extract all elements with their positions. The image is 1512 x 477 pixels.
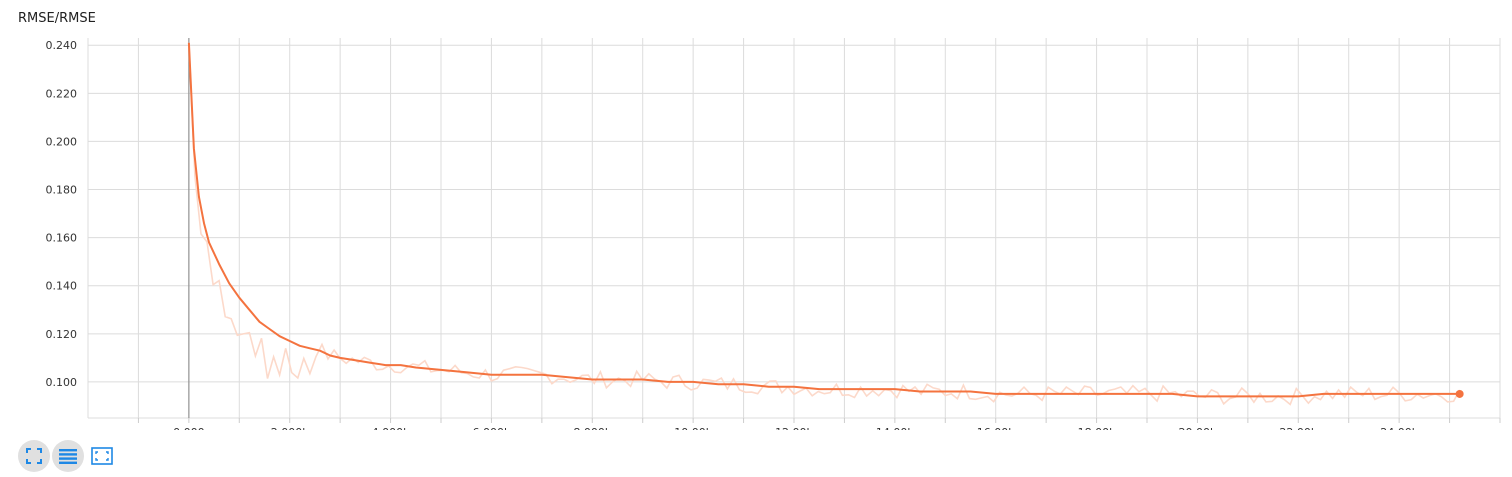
x-tick-label: 18.00k xyxy=(1078,426,1116,430)
axis-layer: 0.100 0.120 0.140 0.160 0.180 0.200 0.220 0.240… xyxy=(46,39,1501,430)
scalar-line-chart: 0.100 0.120 0.140 0.160 0.180 0.200 0.220 0.240… xyxy=(0,0,1512,430)
toggle-log-scale-button[interactable] xyxy=(52,440,84,472)
y-tick-label: 0.100 xyxy=(46,376,78,389)
y-tick-label: 0.240 xyxy=(46,39,78,52)
grid-layer xyxy=(88,38,1500,418)
x-tick-label: 24.00k xyxy=(1380,426,1418,430)
x-tick-label: 20.00k xyxy=(1178,426,1216,430)
raw-series-layer xyxy=(189,43,1460,405)
x-tick-label: 16.00k xyxy=(977,426,1015,430)
x-tick-label: 6.000k xyxy=(472,426,510,430)
x-tick-label: 2.000k xyxy=(271,426,309,430)
x-tick-label: 22.00k xyxy=(1279,426,1317,430)
toggle-log-scale-icon xyxy=(58,447,78,465)
x-tick-label: 4.000k xyxy=(372,426,410,430)
x-tick-label: 8.000k xyxy=(573,426,611,430)
fit-domain-button[interactable] xyxy=(18,440,50,472)
y-tick-label: 0.140 xyxy=(46,280,78,293)
y-tick-label: 0.220 xyxy=(46,87,78,100)
smoothed-series-layer xyxy=(189,43,1464,398)
x-tick-label: 10.00k xyxy=(674,426,712,430)
expand-chart-button[interactable] xyxy=(86,440,118,472)
raw-series-line xyxy=(189,43,1460,405)
x-tick-label: 12.00k xyxy=(775,426,813,430)
chart-toolbar xyxy=(18,440,118,472)
y-tick-label: 0.200 xyxy=(46,135,78,148)
fit-domain-icon xyxy=(25,447,43,465)
y-tick-label: 0.180 xyxy=(46,184,78,197)
x-tick-label: 14.00k xyxy=(876,426,914,430)
series-line xyxy=(189,43,1460,397)
series-end-point xyxy=(1456,390,1464,398)
y-tick-label: 0.160 xyxy=(46,232,78,245)
x-tick-label: 0.000 xyxy=(173,426,205,430)
y-tick-label: 0.120 xyxy=(46,328,78,341)
expand-chart-icon xyxy=(91,447,113,465)
